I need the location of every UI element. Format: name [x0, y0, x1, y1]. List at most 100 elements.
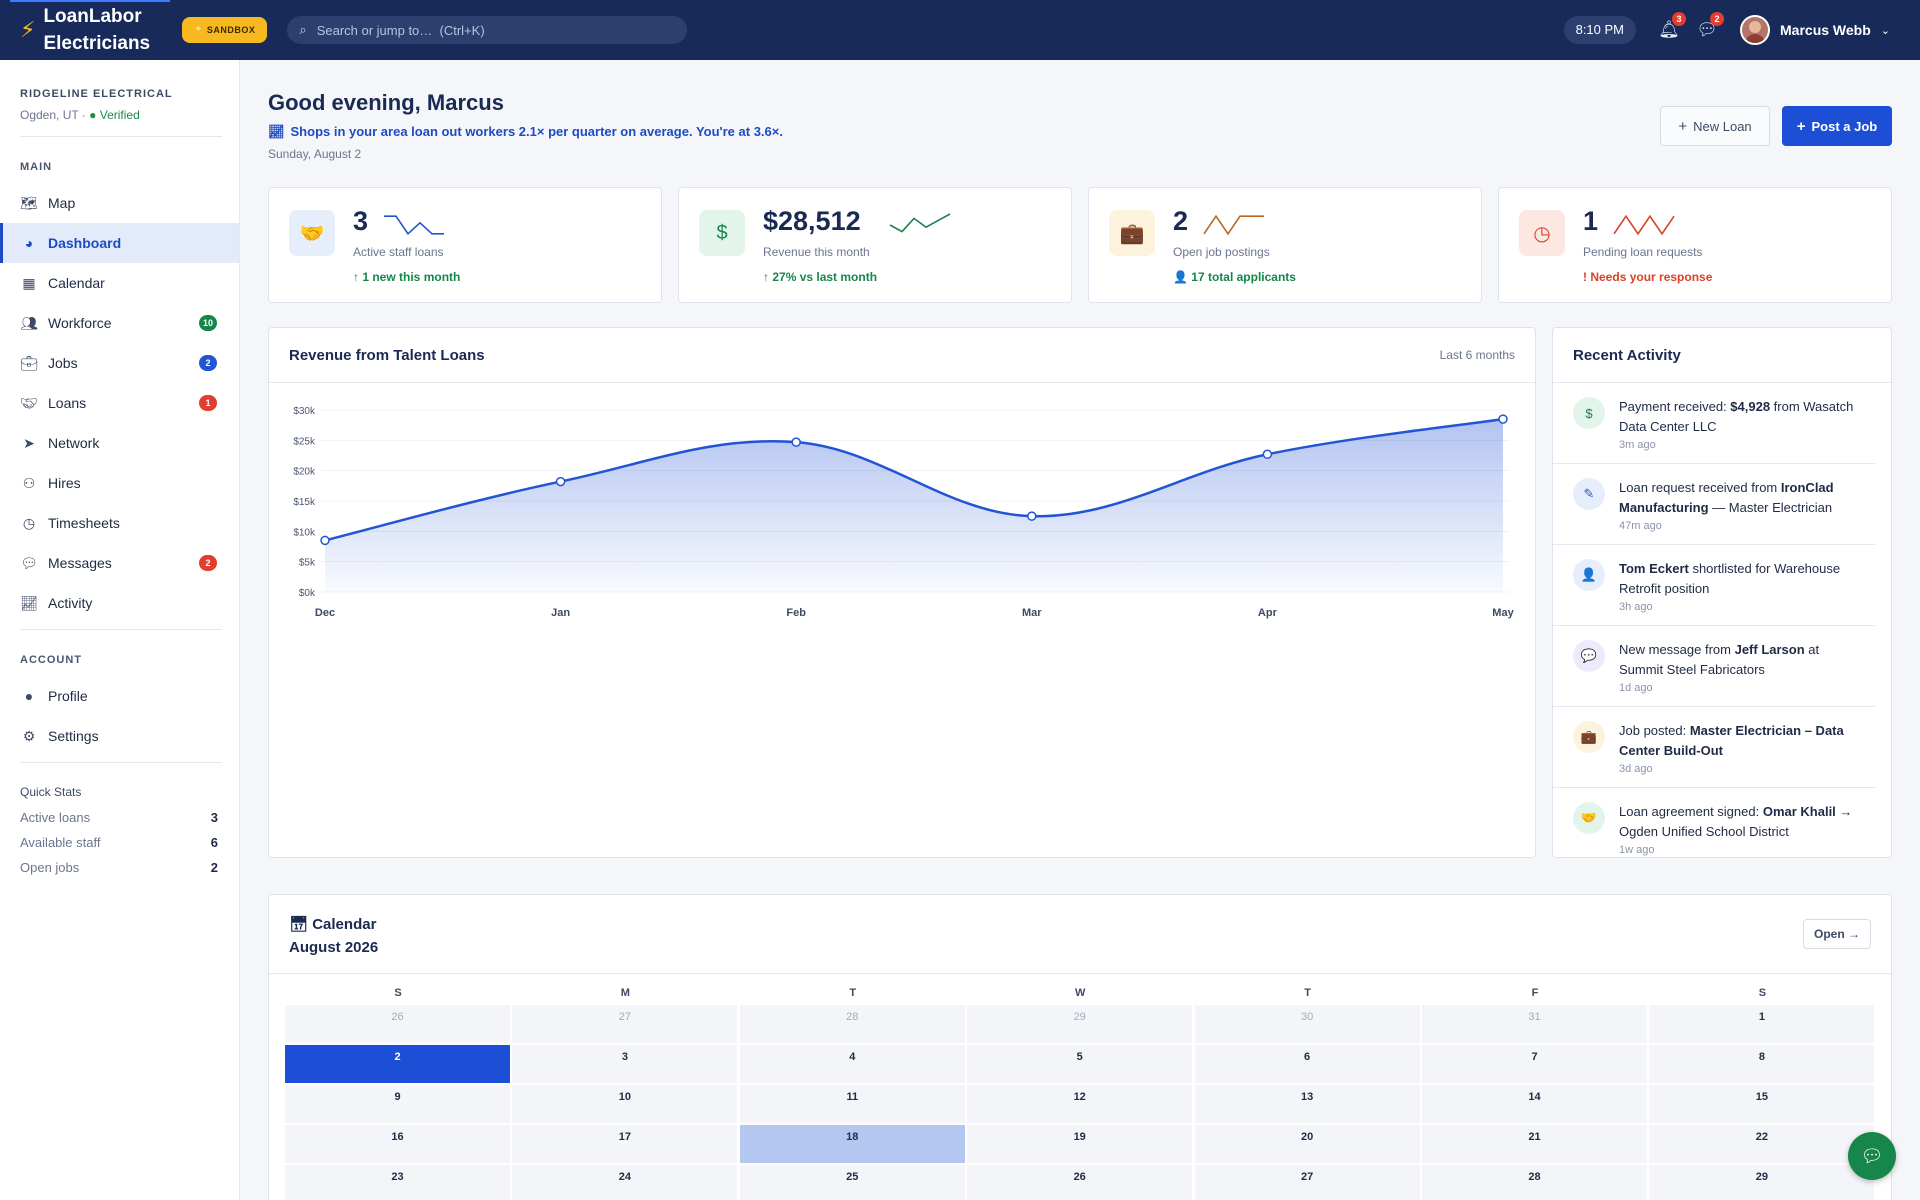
calendar-day[interactable]: 21 [1422, 1125, 1647, 1163]
calendar-day[interactable]: 16 [285, 1125, 510, 1163]
post-job-button[interactable]: + Post a Job [1782, 106, 1892, 146]
brand[interactable]: ⚡ LoanLabor Electricians [0, 3, 172, 57]
kpi-card-active-staff-loans[interactable]: 🤝 3 Active staff loans ↑ 1 new this month [268, 187, 662, 303]
calendar-day[interactable]: 29 [1649, 1165, 1875, 1200]
clock-pill: 8:10 PM [1563, 16, 1637, 44]
calendar-day[interactable]: 29 [967, 1005, 1193, 1043]
sidebar-item-activity[interactable]: 📈︎ Activity [0, 583, 239, 623]
calendar-day[interactable]: 27 [512, 1005, 738, 1043]
notifications-button[interactable]: 🔔︎ 3 [1656, 12, 1687, 40]
sidebar-item-workforce[interactable]: 👥︎ Workforce 10 [0, 303, 239, 343]
activity-item[interactable]: 🤝 Loan agreement signed: Omar Khalil → Og… [1553, 788, 1875, 868]
sidebar-item-network[interactable]: ➤ Network [0, 423, 239, 463]
calendar-day[interactable]: 28 [1422, 1165, 1647, 1200]
calendar-day[interactable]: 27 [1194, 1165, 1420, 1200]
calendar-day[interactable]: 6 [1194, 1045, 1420, 1083]
activity-item[interactable]: 👤 Tom Eckert shortlisted for Warehouse Re… [1553, 545, 1875, 626]
calendar-day[interactable]: 25 [739, 1165, 965, 1200]
activity-time: 3d ago [1619, 763, 1653, 775]
sidebar-item-map[interactable]: 🗺︎ Map [0, 183, 239, 223]
calendar-day[interactable]: 20 [1194, 1125, 1420, 1163]
calendar-day[interactable]: 10 [512, 1085, 738, 1123]
kpi-label: Active staff loans [353, 245, 444, 259]
calendar-day[interactable]: 3 [512, 1045, 738, 1083]
sidebar-item-label: Map [48, 195, 76, 211]
y-tick-label: $15k [293, 497, 316, 508]
calendar-day[interactable]: 17 [512, 1125, 738, 1163]
new-loan-button[interactable]: + New Loan [1660, 106, 1770, 146]
chart-title: Revenue from Talent Loans [289, 346, 485, 364]
calendar-open-button[interactable]: Open → [1803, 919, 1871, 949]
sidebar-item-profile[interactable]: ● Profile [0, 676, 239, 716]
calendar-day[interactable]: 13 [1194, 1085, 1420, 1123]
sidebar-item-messages[interactable]: 💬︎ Messages 2 [0, 543, 239, 583]
calendar-day[interactable]: 30 [1194, 1005, 1420, 1043]
calendar-day[interactable]: 28 [739, 1005, 965, 1043]
activity-item[interactable]: ✎ Loan request received from IronClad Man… [1553, 464, 1875, 545]
calendar-icon: 📅︎ [289, 916, 309, 933]
activity-body: Loan agreement signed: Omar Khalil → Ogd… [1619, 802, 1859, 856]
calendar-day[interactable]: 1 [1649, 1005, 1875, 1043]
activity-text-part: shortlisted for Warehouse Retrofit posit… [1619, 561, 1841, 596]
kpi-card-pending-loan-requests[interactable]: ◷ 1 Pending loan requests! Needs your resp… [1498, 187, 1892, 303]
sidebar-item-dashboard[interactable]: ◕ Dashboard [0, 223, 239, 263]
weekday-header: W [1074, 987, 1086, 999]
calendar-day[interactable]: 31 [1422, 1005, 1647, 1043]
kpi-subtext-icon: ↑ [353, 270, 363, 284]
calendar-card: 📅︎ Calendar August 2026 Open → S M T W T F S 26… [268, 894, 1892, 1200]
calendar-divider [269, 973, 1891, 974]
y-tick-label: $10k [293, 527, 316, 538]
sandbox-label: SANDBOX [206, 25, 256, 35]
calendar-day[interactable]: 7 [1422, 1045, 1647, 1083]
calendar-day[interactable]: 11 [739, 1085, 965, 1123]
calendar-day[interactable]: 12 [967, 1085, 1193, 1123]
chat-support-button[interactable]: 💬︎ [1848, 1132, 1896, 1180]
sidebar-item-label: Jobs [48, 355, 78, 371]
y-tick-label: $30k [293, 406, 316, 417]
sidebar-account-nav: ● Profile ⚙ Settings [0, 676, 239, 756]
clock-icon: ◷ [1519, 210, 1565, 256]
calendar-day[interactable]: 8 [1649, 1045, 1875, 1083]
sidebar-item-calendar[interactable]: ▦ Calendar [0, 263, 239, 303]
kpi-value: 2 [1173, 206, 1189, 236]
calendar-day[interactable]: 18 [739, 1125, 965, 1163]
activity-text-part: New message from [1619, 642, 1735, 657]
sidebar-item-label: Messages [48, 555, 112, 571]
sidebar-divider [20, 136, 222, 137]
sidebar-item-label: Network [48, 435, 100, 451]
calendar-day[interactable]: 26 [285, 1005, 510, 1043]
search-box[interactable]: ⌕ [287, 16, 688, 44]
calendar-day[interactable]: 14 [1422, 1085, 1647, 1123]
sidebar-item-settings[interactable]: ⚙ Settings [0, 716, 239, 756]
calendar-day[interactable]: 2 [285, 1045, 510, 1083]
sidebar-item-loans[interactable]: 🤝︎ Loans 1 [0, 383, 239, 423]
calendar-day[interactable]: 9 [285, 1085, 510, 1123]
calendar-day[interactable]: 19 [967, 1125, 1193, 1163]
calendar-day[interactable]: 22 [1649, 1125, 1875, 1163]
calendar-day[interactable]: 15 [1649, 1085, 1875, 1123]
sidebar-item-timesheets[interactable]: ◷ Timesheets [0, 503, 239, 543]
dollar-icon: $ [1573, 397, 1605, 429]
activity-item[interactable]: 💬 New message from Jeff Larson at Summit … [1553, 626, 1875, 707]
sidebar-item-jobs[interactable]: 💼︎ Jobs 2 [0, 343, 239, 383]
sidebar-item-hires[interactable]: ⚇ Hires [0, 463, 239, 503]
calendar-day[interactable]: 4 [739, 1045, 965, 1083]
sidebar-section-account: ACCOUNT [20, 654, 82, 666]
calendar-day[interactable]: 23 [285, 1165, 510, 1200]
messages-button[interactable]: 💬︎ 2 [1694, 12, 1725, 40]
kpi-subtext-icon: ! [1583, 270, 1591, 284]
activity-text-part: from Wasatch Data Center LLC [1619, 399, 1854, 434]
calendar-day[interactable]: 24 [512, 1165, 738, 1200]
activity-item[interactable]: 💼 Job posted: Master Electrician – Data C… [1553, 707, 1875, 788]
search-input[interactable] [316, 22, 657, 38]
kpi-card-revenue-this-month[interactable]: $ $28,512 Revenue this month ↑ 27% vs last … [678, 187, 1072, 303]
calendar-day[interactable]: 26 [967, 1165, 1193, 1200]
user-menu[interactable]: Marcus Webb ⌄ [1740, 15, 1890, 45]
kpi-card-open-job-postings[interactable]: 💼 2 Open job postings 👤 17 total applicants [1088, 187, 1482, 303]
calendar-day[interactable]: 5 [967, 1045, 1193, 1083]
revenue-chart-card: Revenue from Talent Loans Last 6 months … [268, 327, 1536, 858]
sidebar-main-nav: 🗺︎ Map ◕ Dashboard ▦ Calendar 👥︎ Workforce 10 💼︎ J… [0, 183, 239, 623]
dollar-icon: $ [699, 210, 745, 256]
activity-item[interactable]: $ Payment received: $4,928 from Wasatch D… [1553, 383, 1875, 464]
quick-stat-row: Open jobs 2 [0, 855, 240, 880]
